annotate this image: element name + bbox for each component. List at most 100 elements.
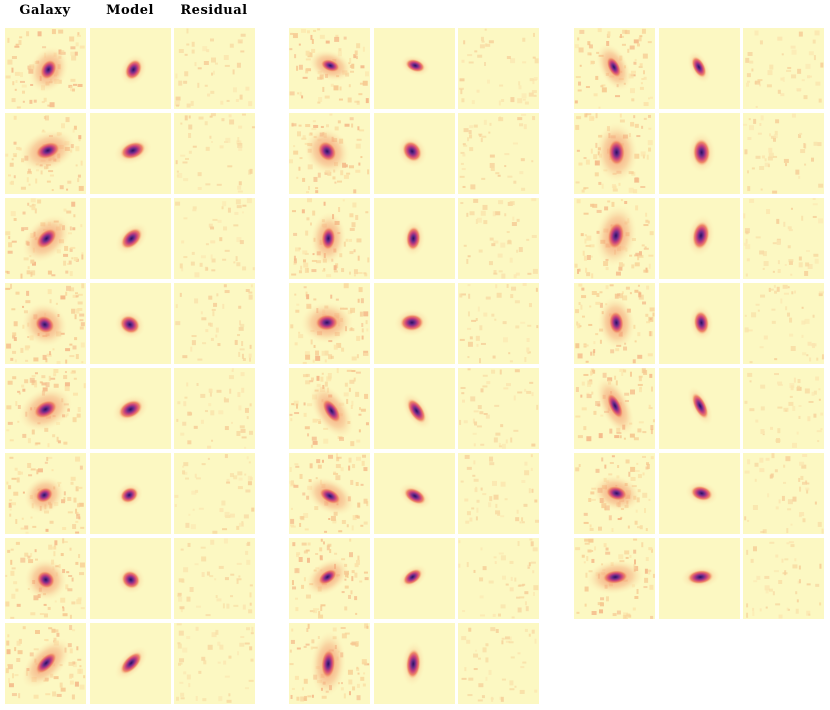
noise-pixel — [289, 413, 293, 416]
noise-pixel — [237, 39, 243, 44]
noise-pixel — [217, 661, 221, 664]
noise-pixel — [79, 684, 85, 690]
noise-pixel — [296, 696, 300, 701]
noise-pixel — [293, 232, 298, 236]
galaxy-panel — [289, 113, 370, 194]
noise-pixel — [491, 480, 497, 486]
noise-pixel — [69, 648, 73, 654]
noise-pixel — [48, 375, 51, 381]
noise-pixel — [201, 656, 206, 661]
noise-pixel — [49, 102, 55, 108]
noise-pixel — [819, 563, 822, 569]
noise-pixel — [356, 43, 361, 49]
noise-pixel — [795, 169, 800, 175]
noise-pixel — [71, 694, 75, 700]
noise-pixel — [631, 98, 635, 102]
noise-pixel — [594, 546, 597, 551]
noise-pixel — [493, 437, 498, 443]
noise-pixel — [313, 298, 317, 301]
noise-pixel — [324, 350, 329, 356]
noise-pixel — [298, 270, 302, 274]
noise-pixel — [353, 189, 357, 194]
noise-pixel — [645, 557, 649, 562]
noise-pixel — [248, 291, 253, 294]
noise-pixel — [364, 393, 369, 399]
noise-pixel — [289, 159, 294, 164]
noise-pixel — [530, 454, 533, 458]
noise-pixel — [69, 271, 73, 277]
noise-pixel — [313, 176, 318, 182]
noise-pixel — [746, 258, 750, 262]
noise-pixel — [11, 98, 16, 103]
noise-pixel — [27, 555, 31, 559]
noise-pixel — [31, 270, 36, 276]
noise-pixel — [350, 310, 353, 314]
noise-pixel — [183, 671, 187, 675]
noise-pixel — [317, 76, 323, 80]
noise-pixel — [5, 601, 10, 607]
noise-pixel — [5, 287, 11, 290]
noise-pixel — [8, 683, 14, 688]
noise-pixel — [211, 308, 216, 311]
noise-pixel — [33, 648, 39, 651]
noise-pixel — [317, 635, 320, 639]
panel-background — [458, 198, 539, 279]
noise-pixel — [788, 259, 794, 263]
noise-pixel — [618, 262, 623, 268]
noise-pixel — [510, 294, 514, 299]
noise-pixel — [192, 209, 197, 212]
noise-pixel — [245, 489, 251, 493]
noise-pixel — [763, 261, 769, 267]
noise-pixel — [317, 464, 322, 469]
noise-pixel — [788, 229, 793, 232]
noise-pixel — [186, 636, 191, 640]
noise-pixel — [350, 441, 355, 447]
noise-pixel — [216, 389, 222, 393]
noise-pixel — [577, 323, 581, 329]
noise-pixel — [821, 354, 824, 360]
noise-pixel — [18, 471, 23, 475]
noise-pixel — [344, 123, 350, 127]
noise-pixel — [215, 629, 219, 635]
noise-pixel — [480, 388, 484, 393]
noise-pixel — [29, 99, 33, 104]
noise-pixel — [299, 522, 302, 527]
noise-pixel — [634, 58, 637, 61]
noise-pixel — [634, 340, 637, 343]
noise-pixel — [204, 84, 208, 87]
noise-pixel — [790, 207, 793, 210]
noise-pixel — [648, 498, 651, 501]
noise-pixel — [577, 435, 583, 439]
noise-pixel — [599, 291, 603, 294]
noise-pixel — [469, 517, 473, 522]
noise-pixel — [15, 588, 19, 592]
noise-pixel — [766, 84, 772, 88]
noise-pixel — [640, 151, 646, 157]
noise-pixel — [532, 116, 536, 121]
noise-pixel — [235, 98, 239, 102]
noise-pixel — [54, 600, 57, 603]
noise-pixel — [801, 334, 804, 338]
noise-pixel — [360, 298, 364, 304]
noise-pixel — [583, 426, 587, 431]
noise-pixel — [180, 692, 185, 697]
noise-pixel — [775, 439, 781, 443]
noise-pixel — [508, 352, 511, 355]
noise-pixel — [15, 80, 18, 84]
noise-pixel — [301, 542, 307, 546]
noise-pixel — [24, 552, 29, 557]
noise-pixel — [490, 167, 495, 171]
noise-pixel — [187, 440, 192, 445]
noise-pixel — [634, 470, 640, 473]
model-panel — [659, 453, 740, 534]
noise-pixel — [60, 553, 64, 557]
noise-pixel — [530, 467, 533, 471]
noise-pixel — [76, 599, 82, 605]
noise-pixel — [356, 695, 361, 701]
noise-pixel — [630, 476, 636, 481]
noise-pixel — [250, 284, 253, 288]
noise-pixel — [767, 156, 773, 161]
noise-pixel — [790, 273, 793, 276]
noise-pixel — [303, 645, 307, 648]
noise-pixel — [817, 440, 820, 443]
